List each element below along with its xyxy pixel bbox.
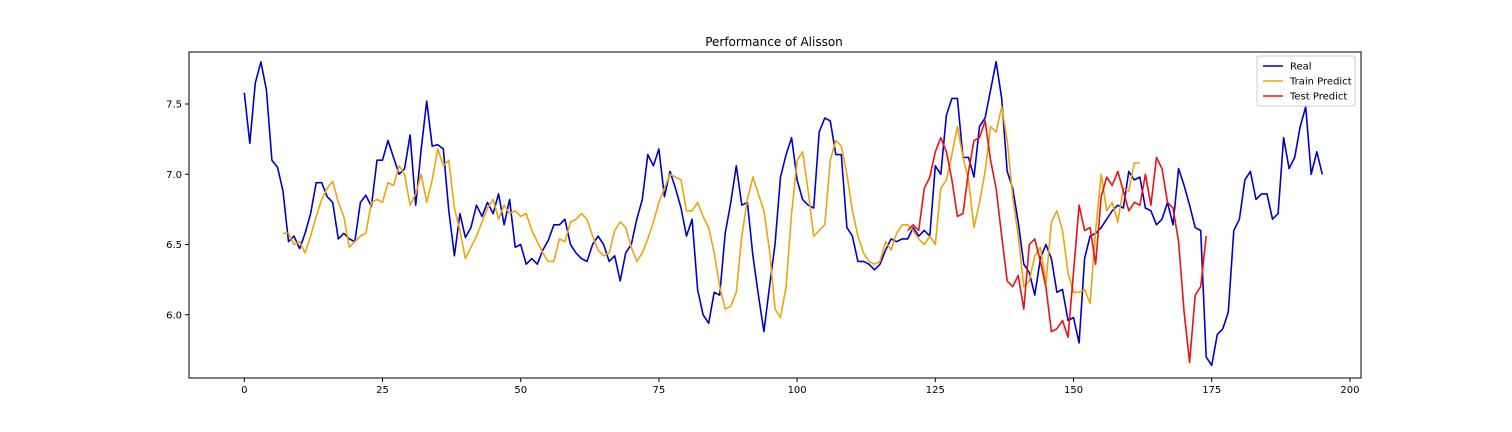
x-tick-label: 25 [376, 385, 389, 396]
series-line-train-predict [283, 106, 1140, 319]
x-tick-label: 100 [788, 385, 807, 396]
legend-box [1256, 55, 1356, 107]
chart-title: Performance of Alisson [705, 35, 843, 49]
x-tick-label: 0 [241, 385, 247, 396]
legend-label: Real [1290, 62, 1312, 73]
y-tick-label: 6.5 [166, 240, 182, 251]
x-tick-label: 200 [1340, 385, 1359, 396]
legend-label: Train Predict [1289, 77, 1352, 88]
y-tick-label: 7.0 [166, 170, 182, 181]
plot-area: 0 25 50 75 100 125 150 175 200 6.0 6.5 7.0 7.5 [166, 51, 1362, 396]
x-tick-label: 150 [1064, 385, 1083, 396]
x-tick-label: 175 [1202, 385, 1221, 396]
x-tick-label: 75 [653, 385, 666, 396]
x-tick-label: 50 [514, 385, 527, 396]
series-layer [243, 60, 1324, 367]
x-axis: 0 25 50 75 100 125 150 175 200 [241, 378, 1359, 396]
series-line-test-predict [907, 120, 1207, 364]
legend: Real Train Predict Test Predict [1256, 55, 1356, 107]
legend-label: Test Predict [1289, 92, 1347, 103]
x-tick-label: 125 [926, 385, 945, 396]
axes-frame [188, 51, 1362, 379]
y-axis: 6.0 6.5 7.0 7.5 [166, 99, 189, 321]
y-tick-label: 6.0 [166, 310, 182, 321]
y-tick-label: 7.5 [166, 99, 182, 110]
